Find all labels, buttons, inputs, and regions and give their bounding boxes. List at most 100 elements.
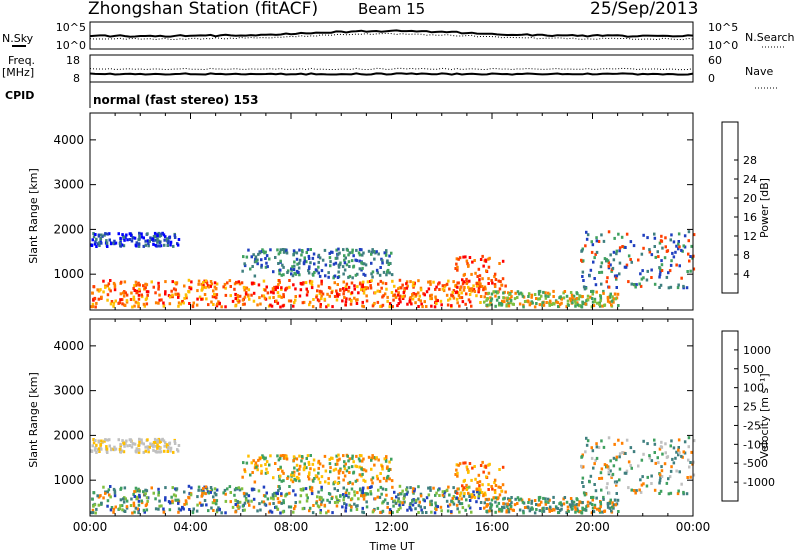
range-cell bbox=[229, 500, 232, 504]
range-cell bbox=[137, 238, 140, 242]
range-cell bbox=[380, 492, 383, 496]
range-cell bbox=[463, 280, 466, 284]
range-cell bbox=[574, 304, 577, 308]
range-cell bbox=[97, 447, 101, 451]
range-cell bbox=[343, 502, 346, 505]
range-cell bbox=[120, 298, 124, 302]
range-cell bbox=[164, 290, 167, 294]
range-cell bbox=[197, 485, 201, 489]
range-cell bbox=[462, 494, 466, 498]
range-cell bbox=[537, 503, 540, 507]
range-cell bbox=[470, 304, 473, 308]
range-cell bbox=[489, 505, 493, 509]
range-cell bbox=[495, 504, 499, 508]
range-cell bbox=[120, 280, 123, 284]
range-cell bbox=[334, 256, 338, 260]
range-cell bbox=[493, 478, 497, 482]
range-cell bbox=[168, 442, 171, 446]
range-cell bbox=[146, 499, 149, 503]
range-cell bbox=[95, 301, 98, 305]
range-cell bbox=[620, 235, 624, 239]
range-cell bbox=[586, 233, 590, 237]
range-cell bbox=[295, 251, 299, 255]
range-cell bbox=[207, 285, 210, 289]
range-cell bbox=[122, 244, 126, 248]
range-cell bbox=[216, 508, 219, 512]
range-cell bbox=[522, 511, 525, 515]
range-cell bbox=[460, 296, 464, 300]
range-cell bbox=[200, 282, 203, 286]
range-cell bbox=[365, 492, 368, 496]
range-cell bbox=[366, 492, 370, 496]
range-cell bbox=[398, 500, 402, 504]
range-cell bbox=[108, 493, 111, 497]
range-cell bbox=[154, 449, 157, 453]
range-cell bbox=[610, 505, 614, 509]
range-cell bbox=[256, 468, 259, 472]
range-cell bbox=[347, 491, 351, 495]
range-cell bbox=[456, 281, 459, 285]
range-cell bbox=[630, 282, 633, 286]
range-cell bbox=[197, 282, 200, 286]
range-cell bbox=[173, 440, 177, 443]
colorbar-tick-label: -25 bbox=[743, 419, 761, 432]
range-cell bbox=[498, 468, 501, 471]
range-cell bbox=[632, 283, 636, 286]
range-cell bbox=[591, 449, 595, 453]
range-cell bbox=[397, 497, 400, 501]
range-cell bbox=[576, 507, 579, 511]
range-cell bbox=[498, 262, 501, 265]
range-cell bbox=[363, 494, 366, 498]
range-cell bbox=[591, 300, 595, 304]
range-cell bbox=[476, 284, 479, 288]
range-cell bbox=[593, 300, 597, 304]
range-cell bbox=[497, 279, 500, 283]
range-cell bbox=[342, 478, 345, 482]
range-cell bbox=[342, 486, 345, 490]
range-cell bbox=[527, 498, 531, 502]
range-cell bbox=[137, 450, 141, 454]
range-cell bbox=[333, 281, 336, 285]
range-cell bbox=[98, 450, 101, 453]
range-cell bbox=[377, 458, 380, 462]
range-cell bbox=[90, 244, 94, 247]
range-cell bbox=[107, 282, 111, 286]
range-cell bbox=[386, 269, 389, 273]
range-cell bbox=[475, 488, 478, 491]
range-cell bbox=[392, 298, 395, 302]
range-cell bbox=[678, 470, 681, 474]
range-cell bbox=[461, 282, 465, 286]
range-cell bbox=[250, 461, 253, 465]
range-cell bbox=[215, 304, 219, 308]
range-cell bbox=[625, 263, 629, 267]
freq-panel: Freq. [MHz] 18 8 60 0 Nave bbox=[2, 54, 778, 89]
range-cell bbox=[595, 239, 599, 243]
range-cell bbox=[161, 437, 164, 441]
range-cell bbox=[503, 496, 506, 500]
range-cell bbox=[179, 508, 182, 512]
range-cell bbox=[479, 507, 482, 510]
range-cell bbox=[542, 496, 545, 500]
range-cell bbox=[501, 505, 504, 509]
range-cell bbox=[507, 510, 511, 514]
range-cell bbox=[401, 283, 404, 287]
range-cell bbox=[138, 287, 141, 291]
range-cell bbox=[119, 298, 122, 302]
range-cell bbox=[207, 303, 210, 307]
nsky-label: N.Sky bbox=[2, 32, 34, 45]
range-cell bbox=[226, 487, 229, 491]
range-cell bbox=[134, 300, 138, 304]
range-cell bbox=[328, 462, 332, 466]
range-cell bbox=[522, 305, 525, 309]
range-cell bbox=[335, 454, 338, 458]
range-cell bbox=[352, 460, 355, 464]
range-cell bbox=[91, 302, 95, 306]
range-cell bbox=[465, 277, 468, 281]
range-cell bbox=[288, 279, 291, 282]
range-cell bbox=[133, 284, 136, 288]
range-cell bbox=[341, 505, 344, 509]
range-cell bbox=[341, 265, 345, 269]
range-cell bbox=[344, 303, 347, 307]
range-cell bbox=[456, 491, 459, 495]
